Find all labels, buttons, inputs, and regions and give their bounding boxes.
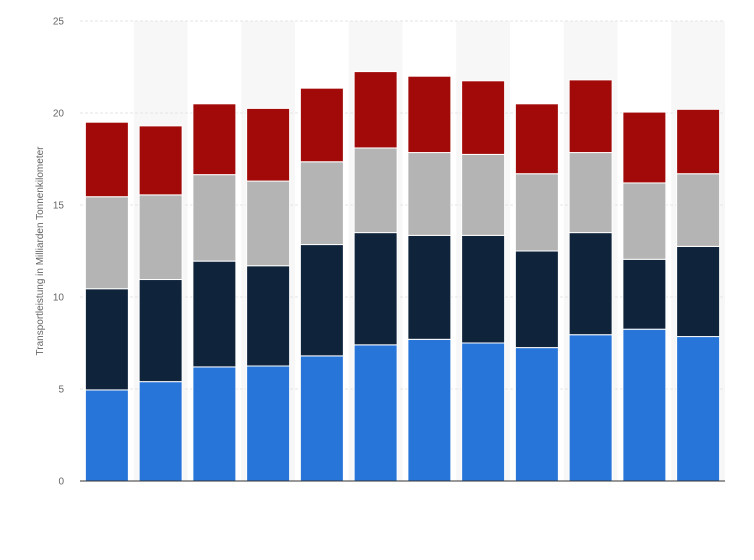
bar-segment-series-2 (192, 260, 237, 368)
bar-segment-series-1 (84, 389, 129, 482)
y-axis-title: Transportleistung in Milliarden Tonnenki… (35, 146, 46, 356)
bar-segment-series-3 (84, 196, 129, 290)
y-axis-ticks: 0 5 10 15 20 25 (53, 17, 65, 488)
bar-segment-series-1 (676, 336, 721, 482)
bar-segment-series-4 (138, 125, 183, 196)
bar-segment-series-3 (568, 152, 613, 234)
bar-segment-series-4 (568, 79, 613, 154)
bar-segment-series-2 (353, 232, 398, 346)
bar-segment-series-3 (246, 180, 291, 267)
bar-segment-series-2 (138, 279, 183, 383)
bar-segment-series-3 (299, 161, 344, 246)
y-tick-label: 15 (53, 201, 65, 212)
bar-segment-series-1 (192, 366, 237, 482)
bar-segment-series-4 (299, 87, 344, 163)
bar-segment-series-1 (246, 365, 291, 482)
bar-segment-series-4 (192, 103, 237, 176)
bars (84, 71, 721, 482)
bar-segment-series-3 (407, 152, 452, 236)
gridlines (80, 20, 725, 390)
bar-segment-series-4 (461, 80, 506, 155)
bar-segment-series-4 (622, 111, 667, 184)
bar-segment-series-1 (568, 334, 613, 482)
bar-segment-series-2 (299, 244, 344, 357)
bar-segment-series-2 (622, 258, 667, 330)
bar-segment-series-2 (514, 250, 559, 349)
bar-segment-series-4 (676, 108, 721, 175)
bar-segment-series-4 (514, 103, 559, 175)
bar-segment-series-2 (407, 234, 452, 340)
bar-segment-series-3 (676, 173, 721, 247)
bar-segment-series-1 (514, 347, 559, 482)
bar-segment-series-4 (84, 121, 129, 198)
bar-segment-series-1 (138, 381, 183, 482)
bar-segment-series-3 (622, 182, 667, 260)
y-tick-label: 25 (53, 17, 65, 28)
bar-segment-series-1 (622, 328, 667, 482)
bar-segment-series-3 (192, 174, 237, 262)
y-tick-label: 5 (58, 385, 64, 396)
y-tick-label: 10 (53, 293, 65, 304)
bar-segment-series-4 (353, 71, 398, 149)
bar-segment-series-2 (676, 245, 721, 338)
bar-segment-series-1 (407, 338, 452, 482)
bar-segment-series-3 (514, 173, 559, 252)
bar-segment-series-2 (246, 265, 291, 367)
y-tick-label: 20 (53, 109, 65, 120)
bar-segment-series-2 (84, 288, 129, 391)
bar-segment-series-4 (407, 75, 452, 154)
bar-segment-series-2 (461, 234, 506, 344)
y-tick-label: 0 (58, 477, 64, 488)
bar-segment-series-3 (353, 147, 398, 234)
bar-segment-series-2 (568, 232, 613, 336)
bar-segment-series-4 (246, 107, 291, 182)
bar-segment-series-1 (353, 344, 398, 482)
bar-segment-series-1 (461, 342, 506, 482)
bar-segment-series-3 (138, 194, 183, 281)
bar-segment-series-1 (299, 355, 344, 482)
bar-segment-series-3 (461, 153, 506, 236)
